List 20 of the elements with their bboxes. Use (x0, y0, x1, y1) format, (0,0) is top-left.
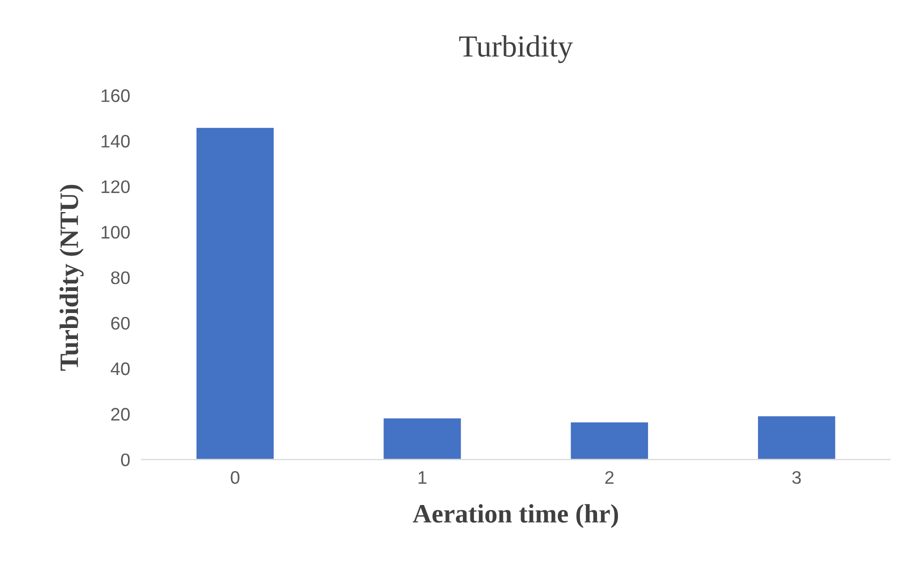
x-tick-label: 0 (230, 471, 240, 484)
y-tick-label: 80 (111, 271, 130, 284)
y-tick-label: 140 (102, 134, 130, 148)
y-axis-title: Turbidity (NTU) (60, 184, 84, 371)
bar (195, 126, 276, 460)
bar (382, 416, 462, 460)
y-tick-label: 0 (121, 453, 130, 466)
x-tick-label: 2 (605, 471, 614, 484)
x-axis-title: Aeration time (hr) (412, 504, 618, 528)
y-tick-label: 60 (111, 316, 130, 330)
y-tick-label: 100 (102, 226, 130, 239)
bar (756, 414, 837, 460)
y-tick-label: 120 (102, 180, 130, 194)
x-tick-label: 1 (418, 471, 426, 484)
x-tick-label: 3 (792, 471, 801, 484)
chart-title: Turbidity (459, 35, 573, 64)
y-tick-label: 40 (110, 362, 130, 376)
bar (569, 421, 650, 460)
y-tick-label: 20 (111, 408, 130, 421)
y-tick-label: 160 (102, 89, 130, 102)
